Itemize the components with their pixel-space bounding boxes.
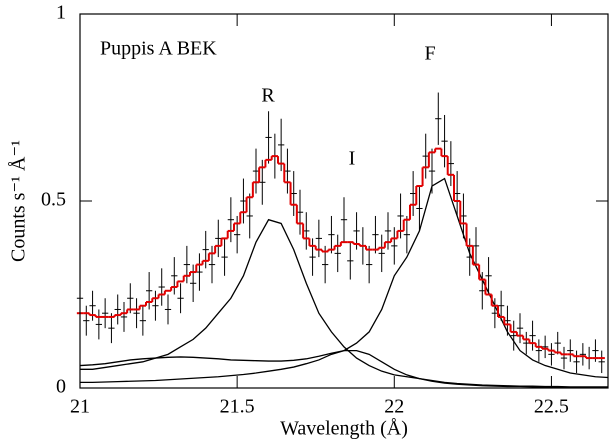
annotation: R — [261, 85, 275, 107]
y-tick-label: 0 — [56, 376, 66, 398]
x-tick-label: 21 — [70, 396, 90, 418]
x-tick-label: 21.5 — [220, 396, 255, 418]
x-tick-label: 22 — [384, 396, 404, 418]
x-tick-label: 22.5 — [534, 396, 569, 418]
annotation: F — [424, 43, 435, 65]
annotation: Puppis A BEK — [100, 38, 217, 60]
y-tick-label: 1 — [56, 2, 66, 24]
x-axis-title: Wavelength (Å) — [280, 418, 408, 440]
component-line — [80, 218, 608, 388]
y-tick-label: 0.5 — [41, 189, 66, 211]
plot-frame — [79, 13, 609, 389]
y-axis-title: Counts s⁻¹ Å⁻¹ — [8, 140, 30, 262]
component-line — [79, 349, 608, 388]
annotation: I — [349, 148, 356, 170]
